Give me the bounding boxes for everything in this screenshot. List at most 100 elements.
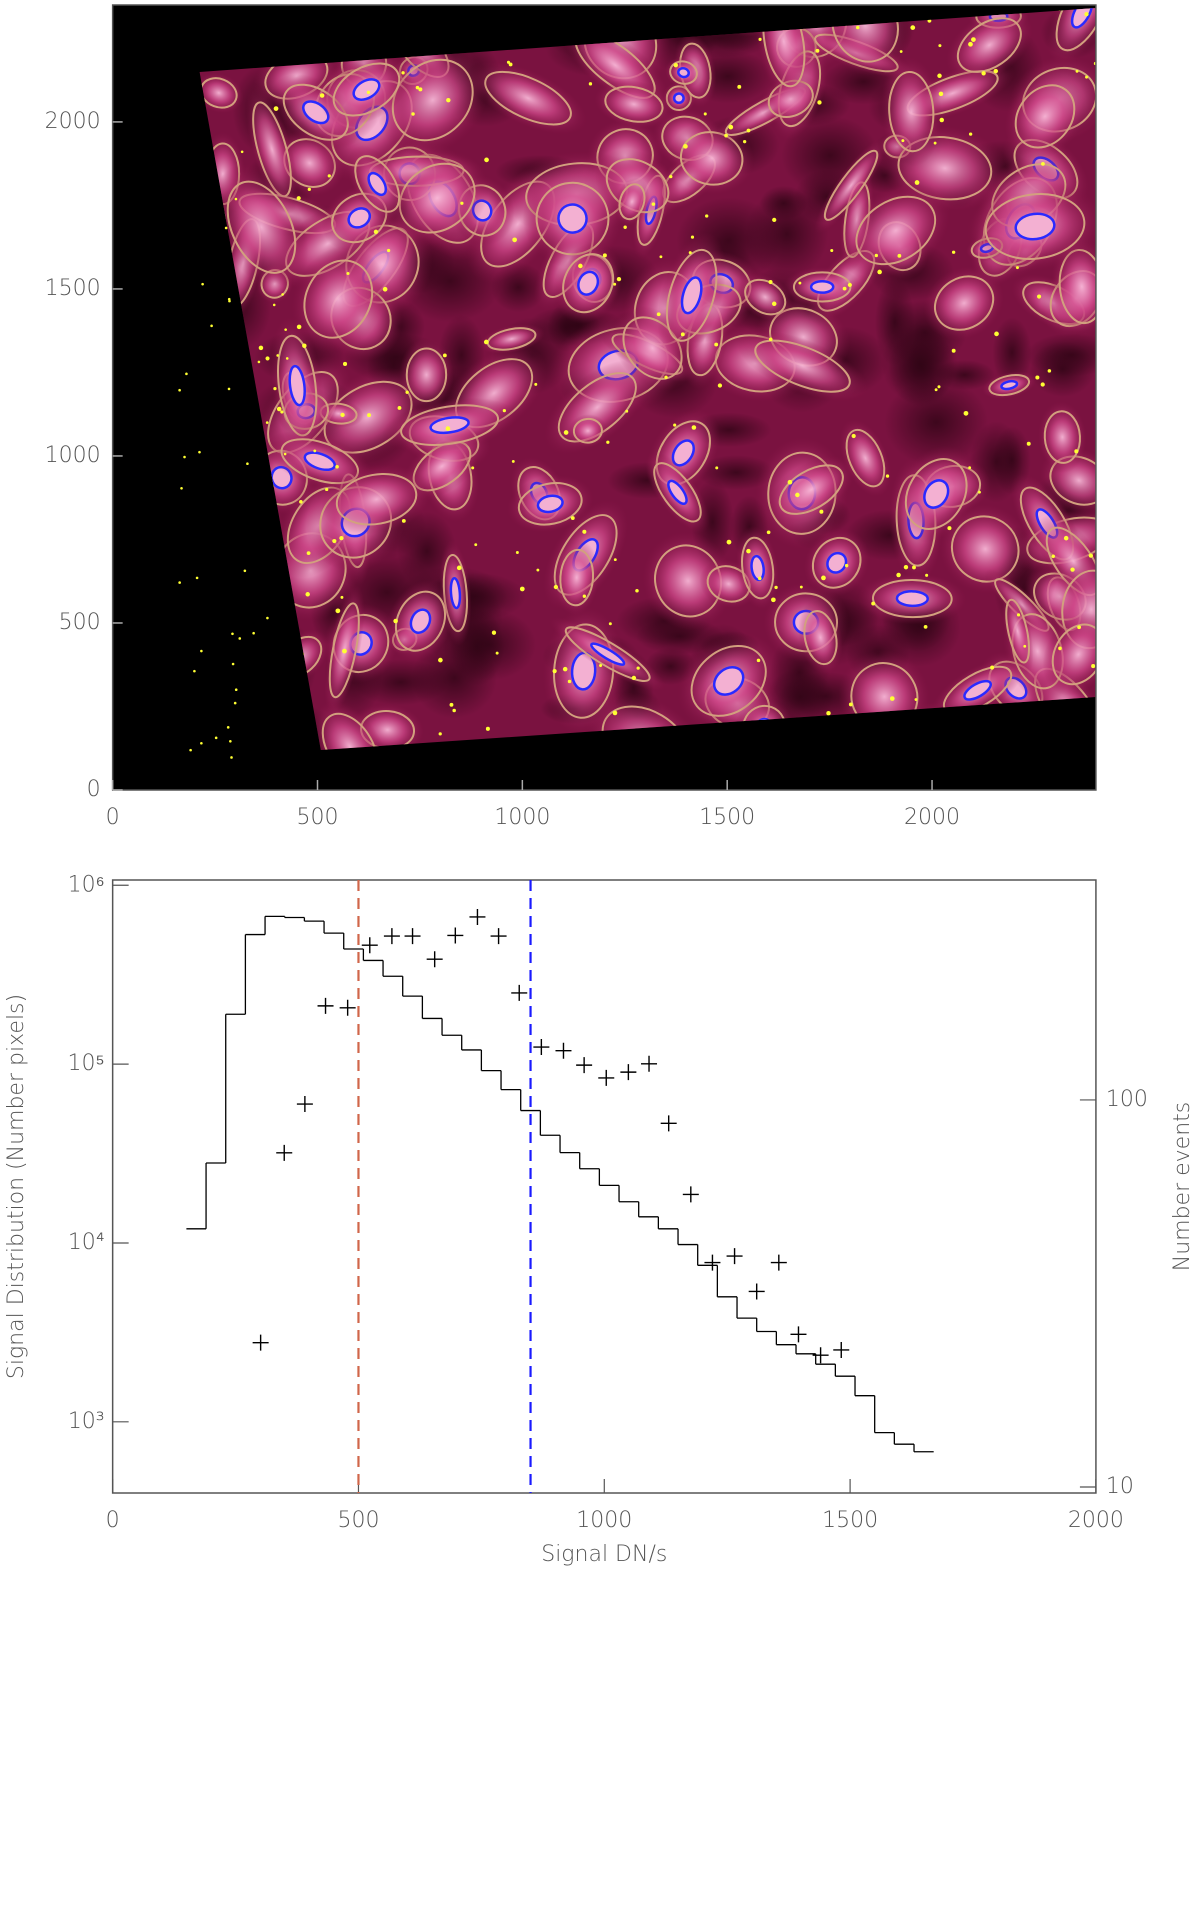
bright-patch [468, 61, 588, 135]
event-dot [766, 530, 771, 535]
event-marker [361, 937, 378, 954]
event-marker [383, 928, 400, 945]
bright-patch [594, 79, 674, 129]
event-dot [990, 665, 995, 670]
event-marker [533, 1039, 550, 1056]
event-dot [994, 331, 999, 337]
event-dot [508, 62, 513, 67]
event-dot [296, 196, 301, 201]
event-dot [491, 630, 497, 635]
event-dot [319, 93, 325, 98]
event-dot [231, 662, 235, 666]
event-dot [636, 666, 640, 670]
event-marker [726, 1248, 743, 1265]
event-dot [874, 253, 879, 258]
event-dot [742, 139, 747, 144]
event-dot [934, 388, 938, 392]
bright-patch [312, 701, 388, 750]
contour-low [321, 712, 378, 750]
event-dot [534, 382, 538, 386]
event-dot [768, 280, 773, 285]
dark-patch [411, 637, 498, 719]
event-dot [234, 688, 238, 691]
contour-low [871, 579, 953, 619]
event-marker [404, 928, 421, 945]
event-dot [968, 466, 972, 470]
event-dot [715, 466, 719, 470]
event-dot [885, 474, 890, 478]
event-dot [231, 632, 234, 636]
contour-high [826, 551, 848, 574]
event-dot [313, 449, 317, 453]
event-dot [418, 87, 423, 92]
event-marker [469, 908, 486, 925]
event-dot [787, 479, 793, 485]
contour-low [394, 590, 447, 652]
contour-high [809, 280, 835, 294]
event-dot [200, 649, 203, 653]
contour-low [778, 464, 844, 515]
event-dot [842, 286, 847, 291]
event-marker [812, 1347, 829, 1364]
event-dot [938, 44, 942, 48]
contour-low [744, 278, 787, 316]
contour-low [934, 275, 995, 331]
contour-low [564, 626, 651, 682]
bright-patch [385, 150, 490, 246]
signal-map [112, 5, 1096, 790]
event-dot [342, 648, 347, 654]
bright-patch [1004, 73, 1086, 160]
event-marker [682, 1186, 699, 1203]
contour-low [762, 8, 806, 88]
y-tick-label: 1000 [45, 443, 101, 468]
contour-high [923, 479, 950, 509]
contour-high [1000, 379, 1019, 391]
contour-low [741, 536, 775, 600]
dark-patch [759, 185, 808, 221]
bright-patch [214, 163, 309, 291]
contour-low [1043, 410, 1081, 464]
event-dot [819, 509, 824, 514]
y2-axis-title: Number events [1170, 1102, 1195, 1272]
event-dot [373, 229, 379, 234]
bright-patch [291, 245, 386, 353]
event-dot [283, 452, 287, 456]
contour-low [811, 536, 862, 589]
event-dot [625, 409, 629, 413]
contour-low [845, 428, 886, 488]
event-dot [608, 622, 612, 626]
event-dot [442, 353, 447, 358]
event-dot [673, 62, 679, 68]
event-dot [280, 410, 284, 414]
plot-frame [111, 4, 1097, 791]
bright-patch [1001, 587, 1034, 675]
contour-high [303, 451, 336, 472]
event-dot [1063, 535, 1069, 541]
contour-low [653, 462, 702, 523]
event-dot [821, 575, 826, 581]
contour-low [604, 85, 664, 123]
event-dot [771, 597, 776, 603]
y-axis-title: Signal Distribution (Number pixels) [4, 994, 29, 1379]
dark-patch [1029, 341, 1096, 398]
event-dot [1091, 664, 1096, 669]
contour-low [400, 404, 500, 446]
y-tick-label: 10⁴ [68, 1230, 105, 1255]
event-dot [226, 726, 230, 729]
event-dot [914, 698, 918, 701]
event-dot [563, 430, 569, 435]
event-dot [285, 357, 289, 360]
contour-low [226, 180, 297, 274]
event-marker [447, 927, 464, 944]
event-dot [438, 732, 442, 736]
event-dot [210, 324, 213, 328]
event-dot [656, 312, 661, 317]
event-marker [598, 1069, 615, 1086]
event-dot [1085, 75, 1089, 79]
contour-low [984, 193, 1086, 260]
event-dot [567, 679, 572, 684]
contour-high [895, 590, 929, 608]
event-dot [623, 225, 627, 229]
contour-high [712, 666, 745, 696]
